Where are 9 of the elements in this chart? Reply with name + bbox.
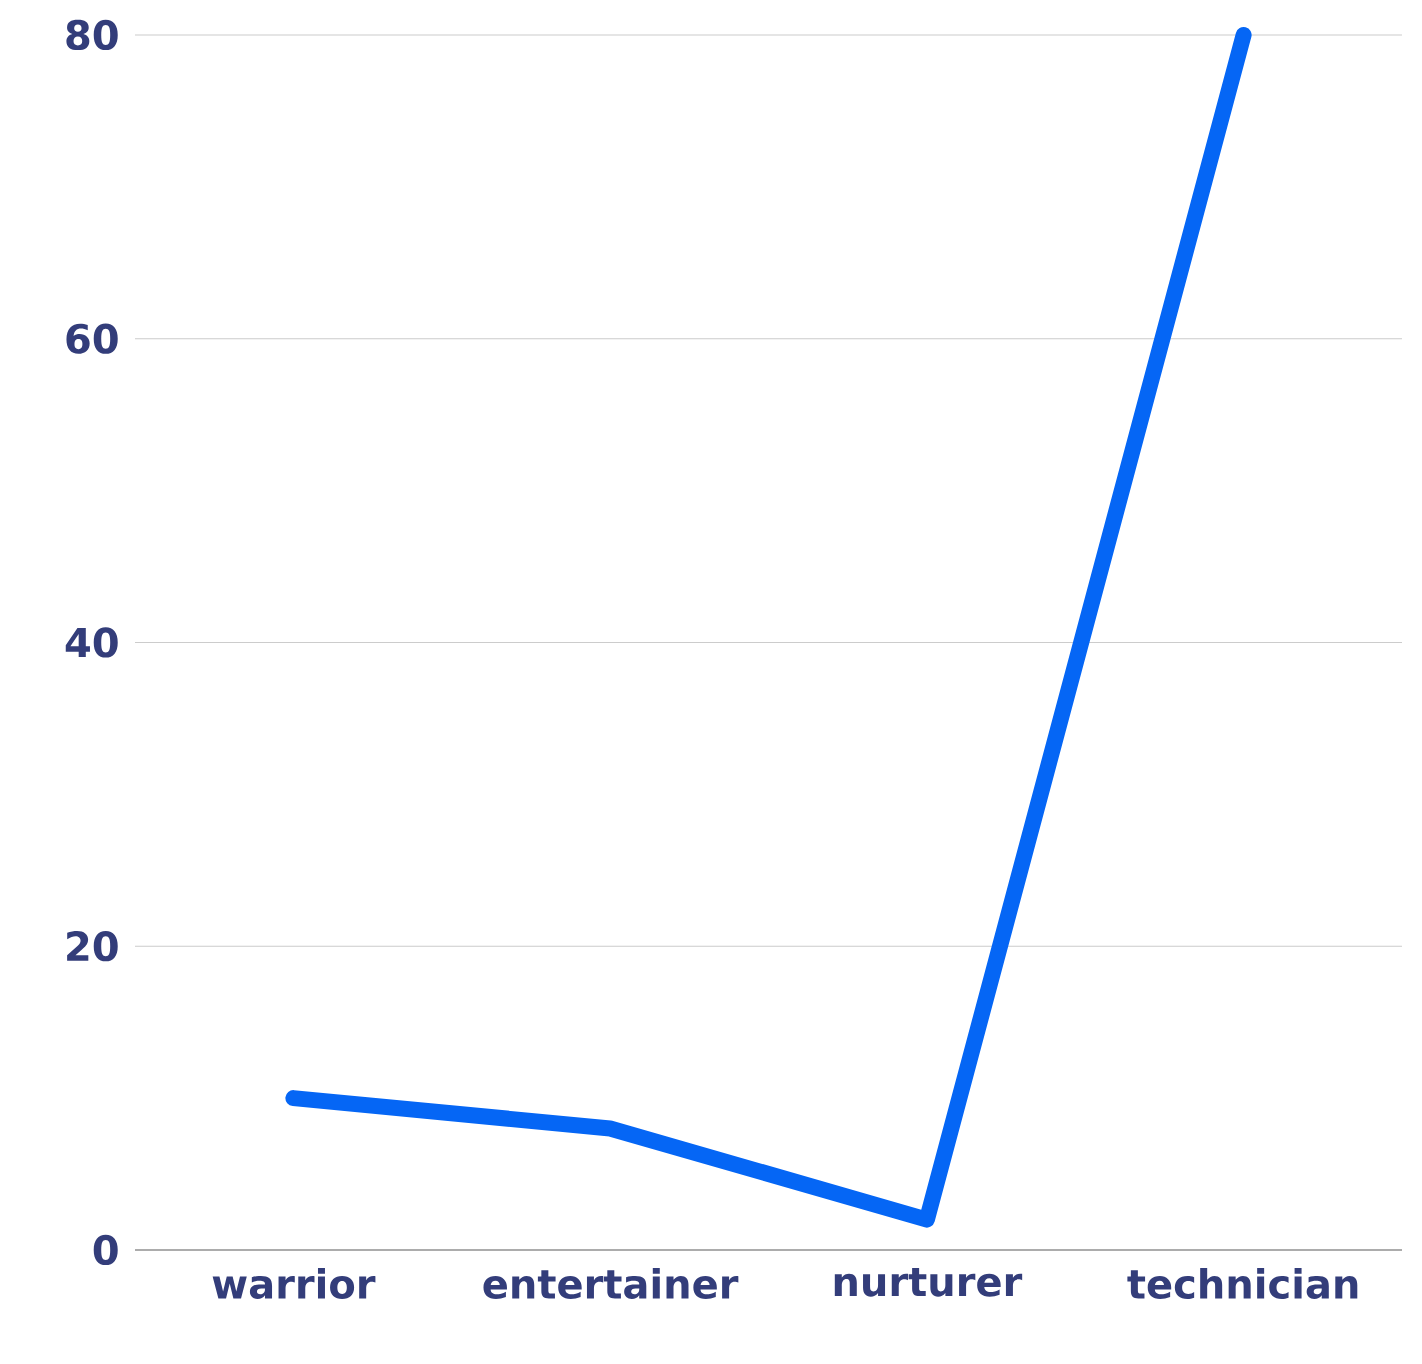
x-tick-label: warrior <box>212 1268 376 1299</box>
x-tick-label: technician <box>1127 1268 1358 1299</box>
y-tick-label: 60 <box>66 323 118 354</box>
y-tick-label: 40 <box>65 627 118 658</box>
y-tick-label: 20 <box>67 931 118 962</box>
y-tick-label: 0 <box>93 1234 118 1266</box>
x-tick-label: entertainer <box>483 1268 739 1299</box>
x-tick-label: nurturer <box>834 1268 1023 1297</box>
y-tick-label: 80 <box>66 19 118 51</box>
